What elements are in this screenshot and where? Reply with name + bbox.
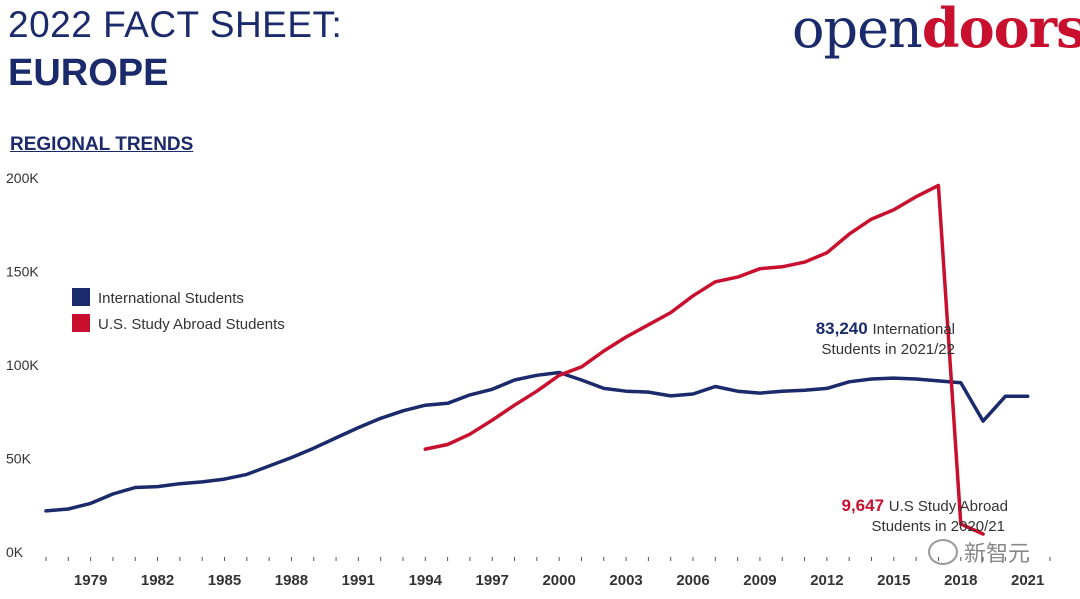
y-tick-label: 50K <box>6 451 32 467</box>
annotation-international: 83,240 International <box>816 319 955 338</box>
legend-swatch <box>72 314 90 332</box>
x-tick-label: 2015 <box>877 572 910 589</box>
annotation-study-abroad: 9,647 U.S Study Abroad <box>841 496 1008 515</box>
legend-label: U.S. Study Abroad Students <box>98 316 285 333</box>
x-tick-label: 2000 <box>542 572 575 589</box>
x-tick-label: 2006 <box>676 572 709 589</box>
x-tick-label: 1997 <box>476 572 509 589</box>
x-tick-label: 2003 <box>609 572 642 589</box>
y-tick-label: 0K <box>6 544 24 560</box>
x-tick-label: 1991 <box>342 572 375 589</box>
annotation-study-abroad-line2: Students in 2020/21 <box>872 518 1005 535</box>
logo-open-text: open <box>792 0 923 60</box>
watermark-text: 新智元 <box>964 541 1031 566</box>
logo-doors-text: doors <box>921 0 1080 60</box>
series-line-study-abroad <box>423 183 985 536</box>
y-tick-label: 150K <box>6 264 39 280</box>
x-tick-label: 2012 <box>810 572 843 589</box>
page-title-region: EUROPE <box>8 52 169 94</box>
x-tick-label: 1994 <box>409 572 443 589</box>
x-tick-label: 2018 <box>944 572 977 589</box>
wechat-icon <box>928 539 958 565</box>
watermark: 新智元 <box>928 536 1030 568</box>
x-tick-label: 2009 <box>743 572 776 589</box>
x-tick-label: 1985 <box>208 572 241 589</box>
annotation-international-line2: Students in 2021/22 <box>822 341 955 358</box>
opendoors-logo: opendoors® <box>792 0 1080 60</box>
page-title-line1: 2022 FACT SHEET: <box>8 4 343 45</box>
x-tick-label: 1979 <box>74 572 107 589</box>
y-tick-label: 100K <box>6 357 39 373</box>
legend-swatch <box>72 288 90 306</box>
series-line-international <box>44 370 1030 513</box>
section-title: REGIONAL TRENDS <box>10 134 194 155</box>
x-tick-label: 2021 <box>1011 572 1044 589</box>
y-tick-label: 200K <box>6 170 39 186</box>
x-tick-label: 1982 <box>141 572 174 589</box>
legend-label: International Students <box>98 290 244 307</box>
x-tick-label: 1988 <box>275 572 308 589</box>
